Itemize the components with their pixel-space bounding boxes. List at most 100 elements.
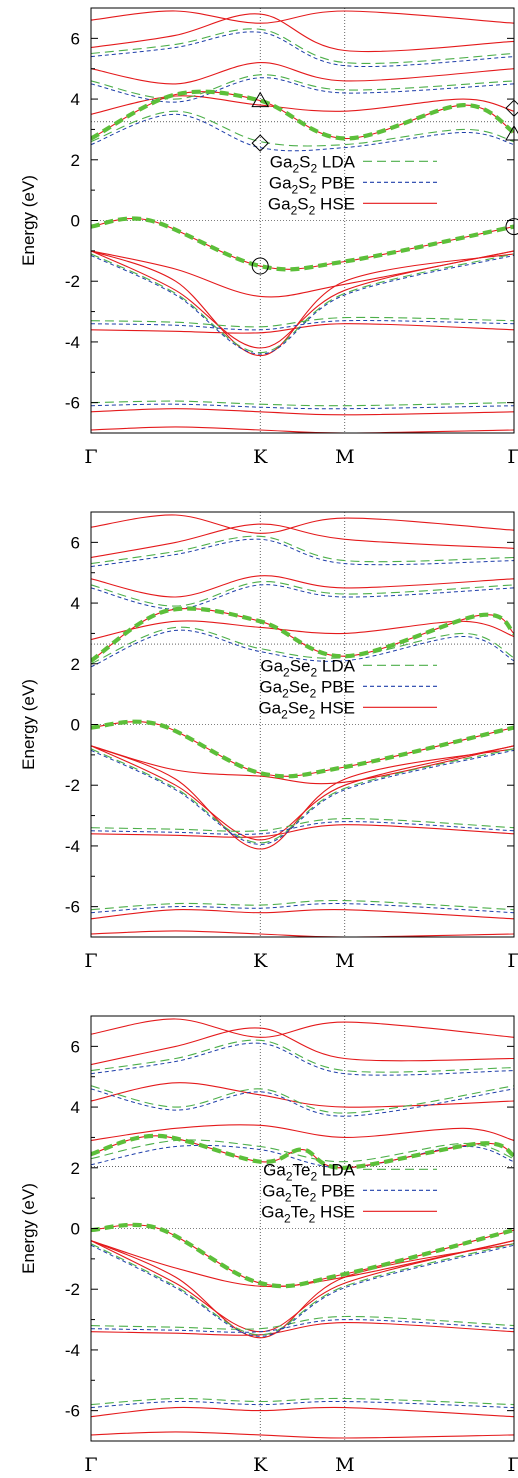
yaxis-label: Energy (eV) [19,1183,38,1274]
band-HSE-5 [91,1431,514,1439]
marker-diamond-1 [251,134,269,152]
band-HSE-1 [91,250,514,298]
band-HSE-2 [91,250,514,357]
band-LDA-4 [91,581,514,607]
ytick-label: 6 [71,533,80,552]
kpoint-label-1: K [253,446,268,468]
band-PBE-0 [91,1244,514,1337]
band-HSE-9 [91,1018,514,1038]
ytick-label: 0 [71,716,80,735]
ytick-label: 2 [71,655,80,674]
band-HSE-0 [91,745,514,841]
band-edge-highlight-0 [91,606,514,663]
band-HSE-8 [91,1027,514,1066]
band-LDA-5 [91,535,514,565]
kpoint-label-1: K [253,1454,268,1476]
band-HSE-7 [91,1082,514,1108]
kpoint-label-2: M [335,950,354,972]
band-PBE-1 [91,320,514,331]
ytick-label: -2 [65,272,80,291]
yaxis-label: Energy (eV) [19,679,38,770]
band-HSE-2 [91,1240,514,1339]
band-HSE-1 [91,745,514,785]
ytick-label: -2 [65,776,80,795]
legend-entry-1: Ga2Se2 PBE [259,677,355,700]
band-LDA-1 [91,818,514,832]
band-PBE-5 [91,538,514,568]
band-edge-highlight-0 [91,89,514,141]
legend-entry-1: Ga2S2 PBE [269,173,355,196]
band-LDA-0 [91,1243,514,1336]
ytick-label: 4 [71,594,80,613]
band-LDA-1 [91,1315,514,1330]
band-HSE-0 [91,250,514,349]
band-HSE-4 [91,1406,514,1418]
kpoint-label-2: M [335,446,354,468]
ytick-label: 0 [71,1220,80,1239]
legend-entry-1: Ga2Te2 PBE [262,1181,355,1204]
band-HSE-9 [91,10,514,24]
yaxis-label: Energy (eV) [19,175,38,266]
band-LDA-2 [91,899,514,911]
kpoint-label-1: K [253,950,268,972]
band-PBE-2 [91,403,514,410]
ytick-label: -6 [65,898,80,917]
ytick-label: 6 [71,1037,80,1056]
ytick-label: -6 [65,394,80,413]
band-LDA-5 [91,1039,514,1073]
ytick-label: -6 [65,1402,80,1421]
band-edge-highlight-1 [91,719,514,779]
bands-Ga2S2 [91,10,514,433]
ytick-label: 4 [71,1098,80,1117]
band-PBE-2 [91,903,514,914]
band-HSE-7 [91,575,514,598]
band-edge-hse-1 [91,217,514,270]
band-edge-highlight-0 [91,1133,514,1170]
bands-Ga2Te2 [91,1018,514,1439]
bands-Ga2Se2 [91,514,514,937]
band-PBE-1 [91,1319,514,1333]
band-edge-highlight-1 [91,1222,514,1289]
ytick-label: 2 [71,1159,80,1178]
kpoint-label-3: Γ [507,446,518,468]
legend-entry-0: Ga2S2 LDA [270,152,356,175]
band-HSE-4 [91,908,514,920]
band-HSE-5 [91,930,514,937]
band-HSE-7 [91,62,514,85]
band-PBE-0 [91,254,514,355]
band-PBE-3 [91,1144,514,1169]
band-LDA-4 [91,74,514,100]
marker-triangle-0 [251,91,270,108]
band-HSE-4 [91,408,514,416]
legend-entry-0: Ga2Te2 LDA [263,1160,355,1183]
band-PBE-2 [91,1400,514,1409]
band-HSE-6 [91,620,514,641]
band-PBE-5 [91,31,514,68]
band-HSE-6 [91,1124,514,1142]
band-LDA-3 [91,110,514,147]
ytick-label: -2 [65,1280,80,1299]
legend-entry-2: Ga2Te2 HSE [261,1202,355,1225]
kpoint-label-2: M [335,1454,354,1476]
band-HSE-3 [91,824,514,838]
band-HSE-5 [91,426,514,433]
band-LDA-4 [91,1085,514,1114]
band-LDA-0 [91,748,514,844]
band-PBE-3 [91,629,514,668]
band-LDA-3 [91,1139,514,1163]
band-PBE-1 [91,821,514,835]
band-LDA-3 [91,626,514,665]
band-PBE-4 [91,584,514,610]
band-LDA-2 [91,400,514,407]
band-HSE-1 [91,1240,514,1288]
legend-entry-0: Ga2Se2 LDA [260,656,355,679]
legend-entry-2: Ga2Se2 HSE [258,698,355,721]
band-PBE-0 [91,749,514,845]
ytick-label: 6 [71,29,80,48]
kpoint-label-3: Γ [507,1454,518,1476]
band-HSE-2 [91,745,514,850]
